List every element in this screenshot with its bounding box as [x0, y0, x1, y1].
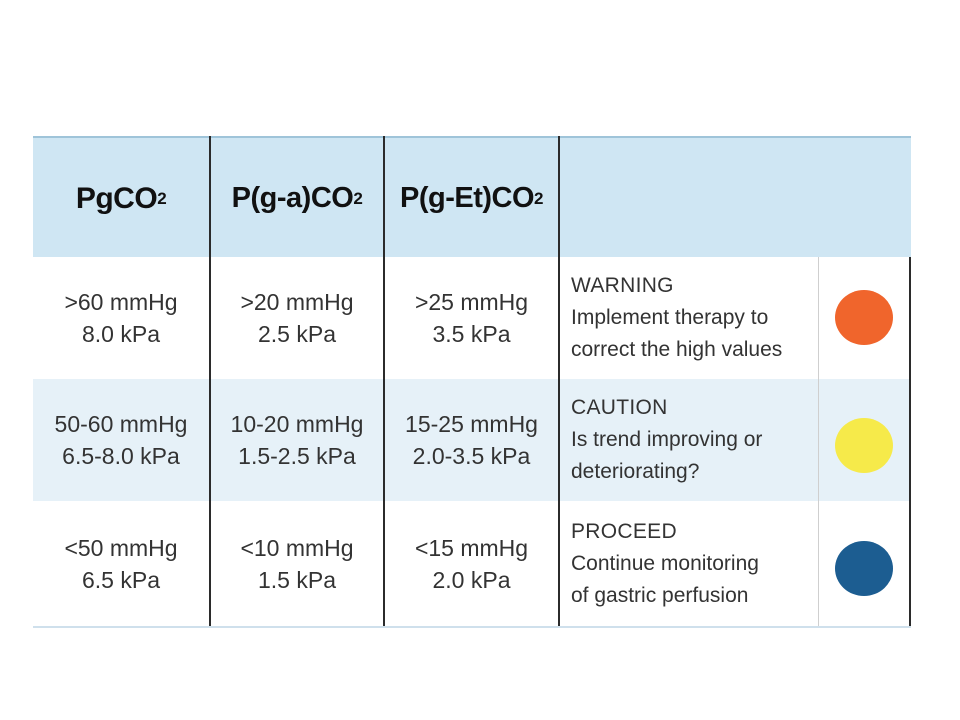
table-header: PgCO 2 P(g-a)CO 2 P(g-Et)CO 2: [33, 136, 911, 259]
header-pgetco2-text: P(g-Et)CO: [400, 182, 535, 214]
cell-pgetco2-kpa: 2.0-3.5 kPa: [412, 443, 531, 469]
blue-status-dot-icon: [835, 541, 893, 596]
cell-pgaco2-mmhg: <10 mmHg: [240, 534, 354, 561]
status-text: PROCEED Continue monitoring of gastric p…: [571, 501, 819, 626]
status-title: CAUTION: [571, 396, 668, 419]
cell-pgaco2: <10 mmHg 1.5 kPa: [211, 501, 383, 626]
cell-pgetco2-kpa: 2.0 kPa: [432, 566, 511, 593]
cell-pgco2-mmhg: <50 mmHg: [64, 534, 178, 561]
cell-pgetco2: >25 mmHg 3.5 kPa: [385, 257, 558, 379]
header-pgco2-subscript: 2: [157, 188, 167, 208]
status-title: WARNING: [571, 274, 674, 297]
column-divider: [818, 257, 819, 626]
status-line: of gastric perfusion: [571, 583, 749, 607]
cell-pgco2: >60 mmHg 8.0 kPa: [33, 257, 209, 379]
status-line: Continue monitoring: [571, 551, 759, 575]
status-line: deteriorating?: [571, 460, 700, 483]
cell-pgetco2: 15-25 mmHg 2.0-3.5 kPa: [385, 379, 558, 501]
status-text: CAUTION Is trend improving or deteriorat…: [571, 379, 819, 501]
header-pgaco2-subscript: 2: [353, 188, 363, 208]
header-pgaco2-text: P(g-a)CO: [231, 182, 354, 214]
status-line: correct the high values: [571, 338, 783, 361]
status-title: PROCEED: [571, 519, 677, 543]
header-pgco2-text: PgCO: [75, 181, 158, 215]
cell-pgetco2-mmhg: <15 mmHg: [414, 534, 529, 561]
cell-pgaco2-kpa: 2.5 kPa: [258, 321, 336, 347]
cell-pgaco2: >20 mmHg 2.5 kPa: [211, 257, 383, 379]
column-divider: [209, 136, 211, 626]
header-pgetco2: P(g-Et)CO 2: [385, 138, 558, 259]
cell-pgaco2-kpa: 1.5-2.5 kPa: [238, 443, 356, 469]
cell-pgetco2: <15 mmHg 2.0 kPa: [385, 501, 558, 626]
table-row-caution: 50-60 mmHg 6.5-8.0 kPa 10-20 mmHg 1.5-2.…: [33, 379, 911, 501]
header-pgetco2-subscript: 2: [534, 188, 543, 208]
cell-pgco2-mmhg: >60 mmHg: [64, 289, 178, 315]
status-line: Implement therapy to: [571, 306, 769, 329]
cell-pgco2-kpa: 6.5 kPa: [82, 566, 160, 593]
cell-pgaco2-mmhg: 10-20 mmHg: [230, 411, 364, 437]
cell-pgco2: <50 mmHg 6.5 kPa: [33, 501, 209, 626]
yellow-status-dot-icon: [835, 418, 893, 473]
cell-pgetco2-mmhg: >25 mmHg: [414, 289, 529, 315]
cell-pgco2-kpa: 8.0 kPa: [82, 321, 160, 347]
orange-status-dot-icon: [835, 290, 893, 345]
header-pgco2: PgCO 2: [33, 138, 209, 259]
cell-pgetco2-kpa: 3.5 kPa: [432, 321, 511, 347]
cell-pgetco2-mmhg: 15-25 mmHg: [405, 411, 538, 437]
co2-threshold-table: PgCO 2 P(g-a)CO 2 P(g-Et)CO 2 >60 mmHg 8.0 …: [33, 136, 911, 628]
cell-pgaco2-kpa: 1.5 kPa: [258, 566, 336, 593]
header-pgaco2: P(g-a)CO 2: [211, 138, 383, 259]
column-divider: [383, 136, 385, 626]
cell-pgaco2-mmhg: >20 mmHg: [240, 289, 354, 315]
cell-pgco2: 50-60 mmHg 6.5-8.0 kPa: [33, 379, 209, 501]
table-row-warning: >60 mmHg 8.0 kPa >20 mmHg 2.5 kPa >25 mm…: [33, 257, 911, 379]
status-text: WARNING Implement therapy to correct the…: [571, 257, 819, 379]
table-row-proceed: <50 mmHg 6.5 kPa <10 mmHg 1.5 kPa <15 mm…: [33, 501, 911, 628]
cell-pgaco2: 10-20 mmHg 1.5-2.5 kPa: [211, 379, 383, 501]
column-divider: [558, 136, 560, 626]
cell-pgco2-mmhg: 50-60 mmHg: [54, 411, 188, 437]
status-line: Is trend improving or: [571, 428, 763, 451]
column-divider: [909, 257, 911, 626]
cell-pgco2-kpa: 6.5-8.0 kPa: [62, 443, 180, 469]
